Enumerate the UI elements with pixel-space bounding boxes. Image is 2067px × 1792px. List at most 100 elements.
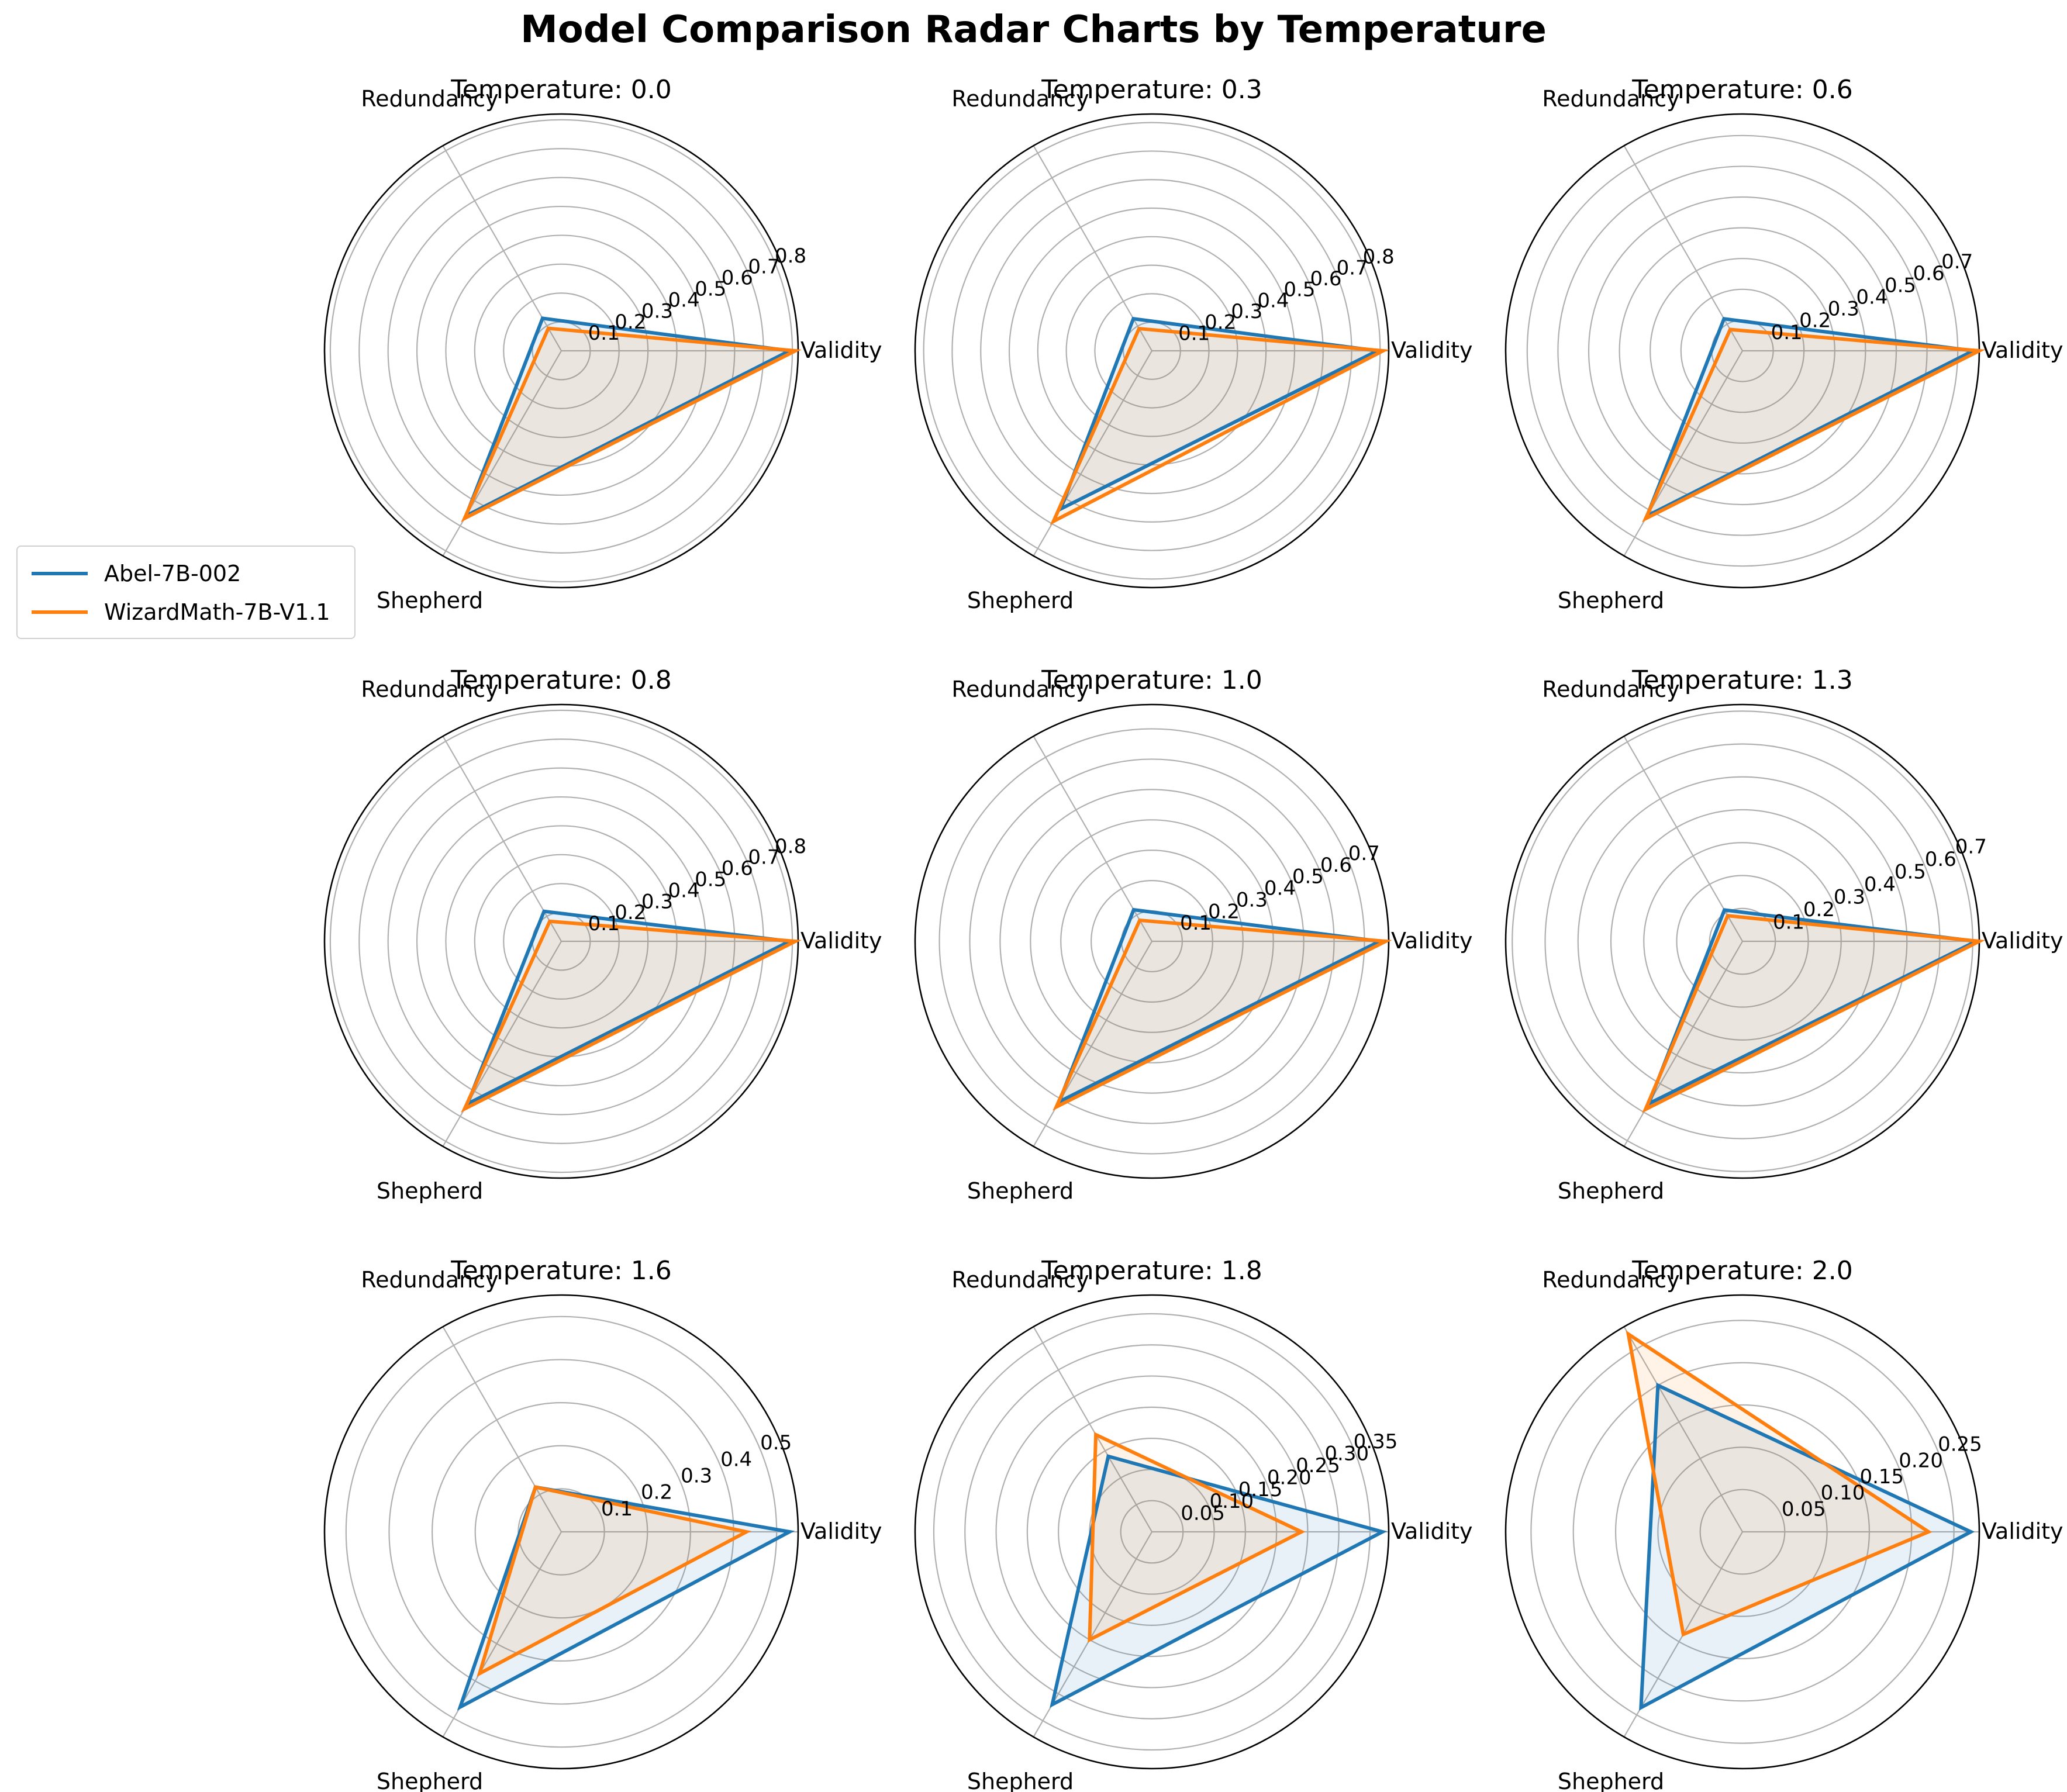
spoke-line bbox=[1623, 145, 1743, 351]
spoke-line bbox=[1623, 736, 1743, 942]
series-line-1 bbox=[461, 326, 802, 523]
subplot-title: Temperature: 0.8 bbox=[450, 665, 672, 695]
radial-tick-label: 0.8 bbox=[775, 835, 806, 858]
spoke-line bbox=[1033, 736, 1152, 942]
axis-label-redundancy: Redundancy bbox=[361, 86, 498, 112]
radar-chart-8: 0.050.100.150.200.25 Validity Redundancy Sh… bbox=[1504, 1256, 2063, 1792]
legend-item-abel: Abel-7B-002 bbox=[32, 556, 241, 591]
radial-tick-label: 0.2 bbox=[1205, 311, 1236, 334]
outer-frame bbox=[914, 113, 1390, 589]
radial-tick-label: 0.2 bbox=[1799, 309, 1831, 333]
subplot-title: Temperature: 1.6 bbox=[450, 1256, 672, 1286]
radial-tick-label: 0.10 bbox=[1209, 1490, 1254, 1513]
radial-tick-label: 0.15 bbox=[1238, 1478, 1283, 1501]
radial-tick-label: 0.5 bbox=[1283, 278, 1315, 302]
radial-tick-label: 0.3 bbox=[641, 299, 673, 323]
radial-tick-label: 0.05 bbox=[1181, 1502, 1225, 1525]
series-fill-0 bbox=[1647, 319, 1973, 516]
axis-label-validity: Validity bbox=[1982, 928, 2063, 954]
radar-chart-7: 0.050.100.150.200.250.300.35 Validity Redu… bbox=[914, 1256, 1473, 1792]
radial-tick-label: 0.1 bbox=[1178, 322, 1210, 345]
spoke-line bbox=[442, 1326, 562, 1532]
series-line-1 bbox=[1642, 913, 1986, 1113]
radial-tick-label: 0.20 bbox=[1267, 1466, 1312, 1489]
radial-tick-label: 0.4 bbox=[1264, 877, 1296, 900]
axis-label-validity: Validity bbox=[1982, 337, 2063, 363]
radial-tick-label: 0.3 bbox=[1828, 298, 1859, 321]
series-fill-0 bbox=[1052, 1456, 1383, 1705]
legend-label-abel: Abel-7B-002 bbox=[104, 561, 241, 586]
legend: Abel-7B-002 WizardMath-7B-V1.1 bbox=[16, 545, 356, 639]
radial-tick-label: 0.4 bbox=[668, 879, 700, 902]
spoke-line bbox=[1623, 941, 1743, 1147]
series-line-1 bbox=[1050, 326, 1389, 526]
spoke-line bbox=[442, 941, 562, 1147]
series-fill-1 bbox=[479, 1487, 747, 1674]
radial-tick-label: 0.7 bbox=[1941, 250, 1973, 274]
radial-tick-label: 0.2 bbox=[615, 310, 646, 334]
series-line-0 bbox=[1050, 1454, 1388, 1708]
axis-label-redundancy: Redundancy bbox=[951, 86, 1089, 112]
legend-label-wizardmath: WizardMath-7B-V1.1 bbox=[104, 599, 330, 625]
outer-frame bbox=[1504, 1294, 1980, 1770]
axis-label-redundancy: Redundancy bbox=[1542, 1267, 1679, 1293]
series-fill-0 bbox=[467, 911, 790, 1104]
axis-label-redundancy: Redundancy bbox=[1542, 86, 1679, 112]
outer-frame bbox=[323, 1294, 799, 1770]
series-fill-0 bbox=[466, 318, 790, 516]
axis-label-validity: Validity bbox=[800, 1518, 882, 1544]
radial-tick-label: 0.30 bbox=[1324, 1442, 1369, 1466]
radial-tick-label: 0.10 bbox=[1821, 1482, 1865, 1505]
radial-tick-label: 0.05 bbox=[1782, 1497, 1826, 1521]
axis-label-redundancy: Redundancy bbox=[951, 1267, 1089, 1293]
radar-chart-1: 0.10.20.30.40.50.60.70.8 Validity Redundan… bbox=[914, 75, 1473, 613]
radial-tick-label: 0.4 bbox=[668, 288, 700, 312]
axis-label-shepherd: Shepherd bbox=[1558, 1178, 1664, 1204]
spoke-line bbox=[1033, 941, 1152, 1147]
subplot-title: Temperature: 2.0 bbox=[1631, 1256, 1853, 1286]
radial-tick-label: 0.5 bbox=[1885, 274, 1916, 297]
radial-tick-label: 0.7 bbox=[748, 846, 779, 869]
series-line-1 bbox=[1642, 327, 1986, 523]
series-line-1 bbox=[1088, 1432, 1306, 1643]
subplot-title: Temperature: 0.6 bbox=[1631, 75, 1853, 105]
radial-tick-label: 0.20 bbox=[1899, 1449, 1943, 1472]
outer-frame bbox=[914, 1294, 1390, 1770]
radial-tick-label: 0.2 bbox=[1803, 898, 1835, 921]
radial-tick-label: 0.6 bbox=[1925, 848, 1956, 871]
radial-tick-label: 0.7 bbox=[1337, 256, 1368, 279]
series-fill-1 bbox=[1628, 1334, 1929, 1635]
subplot-title: Temperature: 1.3 bbox=[1631, 665, 1853, 695]
radar-chart-6: 0.1 0.2 0.3 0.4 0.5 Validity Redundancy Shepher… bbox=[323, 1256, 882, 1792]
series-line-1 bbox=[1053, 918, 1392, 1111]
radial-tick-label: 0.6 bbox=[1320, 854, 1352, 877]
spoke-line bbox=[1623, 350, 1743, 557]
radial-tick-label: 0.1 bbox=[601, 1497, 633, 1521]
radial-tick-label: 0.6 bbox=[722, 267, 753, 290]
radial-tick-label: 0.8 bbox=[1363, 246, 1395, 269]
subplot-title: Temperature: 1.8 bbox=[1041, 1256, 1262, 1286]
legend-swatch-abel bbox=[32, 572, 88, 575]
radial-tick-label: 0.7 bbox=[1955, 835, 1987, 858]
subplot-title: Temperature: 0.3 bbox=[1041, 75, 1262, 105]
radar-chart-0: 0.10.20.30.40.50.60.70.8 Validity Redundan… bbox=[323, 75, 882, 613]
radial-tick-label: 0.1 bbox=[1773, 910, 1804, 934]
radial-tick-label: 0.2 bbox=[1208, 900, 1240, 923]
series-fill-0 bbox=[1648, 910, 1976, 1104]
spoke-line bbox=[1623, 1326, 1743, 1532]
legend-swatch-wizardmath bbox=[32, 610, 88, 614]
radial-tick-label: 0.8 bbox=[775, 244, 806, 268]
radial-tick-label: 0.25 bbox=[1938, 1433, 1982, 1456]
radial-tick-label: 0.1 bbox=[1180, 911, 1212, 935]
axis-label-validity: Validity bbox=[800, 928, 882, 954]
axis-label-shepherd: Shepherd bbox=[377, 1178, 483, 1204]
series-fill-1 bbox=[1053, 329, 1383, 522]
axis-label-shepherd: Shepherd bbox=[967, 1769, 1074, 1792]
figure-title: Model Comparison Radar Charts by Tempera… bbox=[520, 8, 1547, 51]
radial-tick-label: 0.7 bbox=[1348, 842, 1380, 865]
radar-chart-5: 0.10.20.30.40.50.60.7 Validity Redundancy S… bbox=[1504, 665, 2063, 1204]
spoke-line bbox=[442, 350, 562, 557]
subplot-title: Temperature: 1.0 bbox=[1041, 665, 1262, 695]
radial-tick-label: 0.5 bbox=[695, 868, 726, 891]
series-line-1 bbox=[477, 1484, 752, 1677]
